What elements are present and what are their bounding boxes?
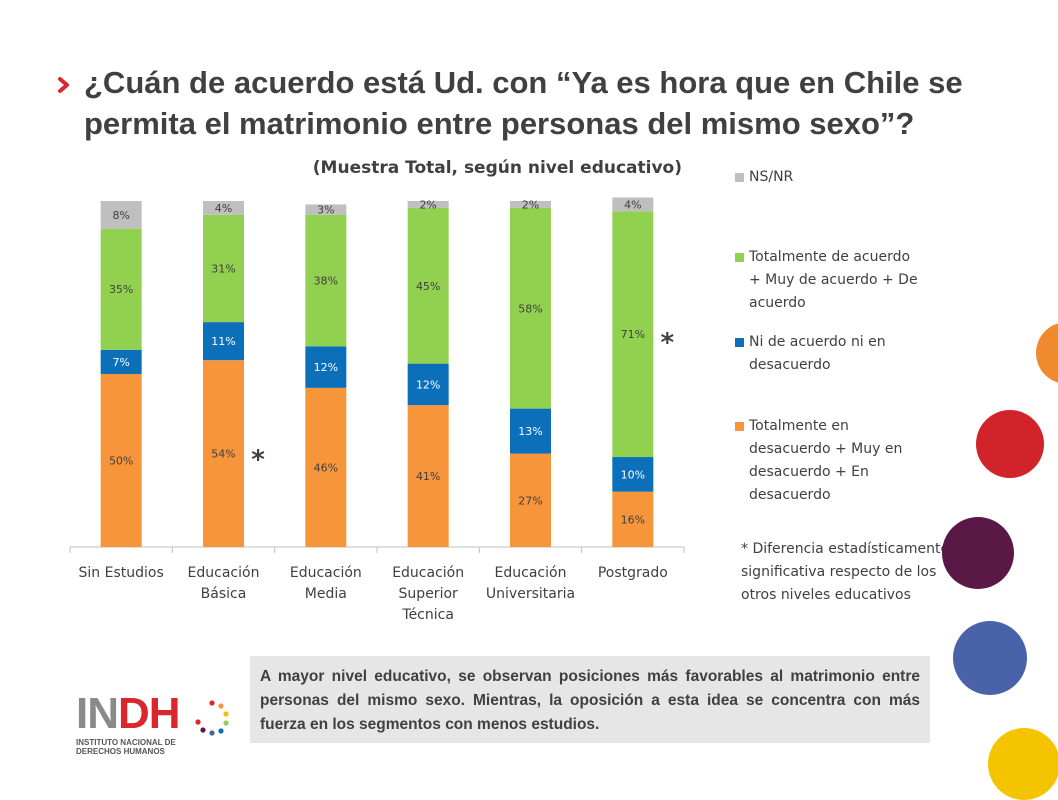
x-tick-label: Educación [290, 565, 362, 581]
bar-segment [612, 457, 654, 492]
conclusion-text: A mayor nivel educativo, se observan pos… [260, 668, 920, 733]
decorative-yellow-circle [988, 728, 1058, 800]
data-label: 12% [314, 361, 338, 374]
data-label: 31% [211, 262, 235, 275]
x-tick-label: Media [305, 586, 347, 602]
x-tick-label: Educación [392, 565, 464, 581]
significance-marker: * [661, 328, 675, 358]
x-tick-label: Educación [188, 565, 260, 581]
x-tick-label: Técnica [401, 607, 454, 623]
bar-segment [100, 349, 142, 374]
x-tick-label: Superior [399, 586, 458, 602]
x-tick-label: Básica [201, 586, 247, 602]
page-title: ¿Cuán de acuerdo está Ud. con “Ya es hor… [84, 65, 963, 141]
indh-logo: INDH INSTITUTO NACIONAL DE DERECHOS HUMA… [76, 692, 236, 762]
logo-dots-icon [195, 700, 229, 736]
logo-subtitle: INSTITUTO NACIONAL DE DERECHOS HUMANOS [76, 738, 176, 756]
bar-segment [305, 387, 347, 547]
bar-segment [407, 201, 449, 208]
x-tick-label: Educación [495, 565, 567, 581]
bar-segment [305, 346, 347, 388]
data-label: 71% [621, 328, 645, 341]
legend-swatch [735, 338, 744, 347]
bar-segment [100, 201, 142, 229]
bar-segment [407, 363, 449, 406]
legend-label: NS/NR [749, 169, 794, 185]
bar-segment [612, 491, 654, 547]
data-label: 38% [314, 275, 338, 288]
data-label: 4% [215, 202, 232, 215]
bar-segment [407, 405, 449, 547]
bar-segment [203, 322, 244, 361]
bar-segment [305, 214, 347, 347]
data-label: 7% [112, 356, 129, 369]
decorative-blue-circle [953, 621, 1027, 695]
chart-title: (Muestra Total, según nivel educativo) [312, 158, 682, 178]
conclusion-box: A mayor nivel educativo, se observan pos… [250, 656, 930, 743]
bar-segment [203, 201, 244, 215]
data-label: 45% [416, 280, 440, 293]
data-label: 46% [314, 461, 338, 474]
legend-swatch [735, 253, 744, 262]
data-label: 3% [317, 204, 334, 217]
legend-swatch [735, 422, 744, 431]
decorative-purple-circle [942, 517, 1014, 589]
bar-segment [203, 360, 244, 547]
significance-marker: * [251, 445, 265, 475]
bar-segment [510, 453, 551, 547]
data-label: 13% [518, 425, 542, 438]
bar-segment [510, 201, 551, 208]
data-label: 41% [416, 470, 440, 483]
chevron-right-icon [58, 77, 69, 93]
bar-segment [203, 214, 244, 323]
legend-label: Totalmente de acuerdo + Muy de acuerdo + … [749, 249, 918, 311]
data-label: 12% [416, 378, 440, 391]
bar-segment [612, 197, 654, 212]
data-label: 11% [211, 335, 235, 348]
decorative-red-circle [976, 410, 1044, 478]
data-label: 27% [518, 494, 542, 507]
data-label: 2% [419, 198, 436, 211]
x-tick-label: Sin Estudios [79, 565, 164, 581]
bar-segment [305, 204, 347, 215]
bar-segment [100, 228, 142, 350]
bar-segment [510, 408, 551, 454]
decorative-orange-circle [1036, 322, 1058, 384]
data-label: 4% [624, 198, 641, 211]
legend-label: Ni de acuerdo ni en desacuerdo [749, 334, 886, 373]
bar-segment [100, 374, 142, 547]
bar-segment [510, 207, 551, 409]
x-tick-label: Postgrado [598, 565, 668, 581]
bar-segment [612, 211, 654, 458]
x-tick-label: Universitaria [486, 586, 575, 602]
significance-footnote: * Diferencia estadísticamente significat… [741, 541, 950, 603]
data-label: 16% [621, 513, 645, 526]
data-label: 58% [518, 302, 542, 315]
data-label: 54% [211, 448, 235, 461]
logo-wordmark: INDH [76, 689, 181, 738]
bar-segment [407, 207, 449, 364]
data-label: 50% [109, 455, 133, 468]
legend-swatch [735, 173, 744, 182]
data-label: 10% [621, 468, 645, 481]
data-label: 8% [112, 209, 129, 222]
legend-label: Totalmente en desacuerdo + Muy en desacuer… [749, 418, 903, 503]
data-label: 2% [522, 198, 539, 211]
data-label: 35% [109, 283, 133, 296]
